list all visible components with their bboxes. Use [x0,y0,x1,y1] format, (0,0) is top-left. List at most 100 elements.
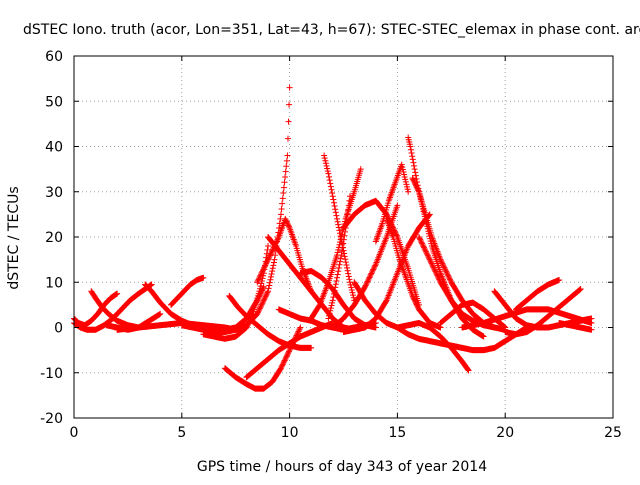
data-point [280,360,287,367]
data-point [324,165,331,172]
data-point [321,155,328,162]
data-point [440,261,447,268]
data-point [114,290,121,297]
data-point [327,305,334,312]
data-point [337,258,344,265]
data-point [326,312,333,319]
data-point [367,273,374,280]
data-point [308,344,315,351]
data-point [588,326,595,333]
data-point [416,235,423,242]
data-point [324,168,331,175]
data-point [346,276,353,283]
data-point [342,228,349,235]
data-point [282,168,289,175]
data-point [329,193,336,200]
data-point [282,356,289,363]
x-tick-label: 25 [604,425,622,441]
data-point [277,365,284,372]
data-point [335,265,342,272]
data-point [269,268,276,275]
data-point [441,265,448,272]
data-point [349,289,356,296]
data-point [259,300,266,307]
data-point [266,282,273,289]
data-point [340,236,347,243]
data-point [500,323,507,330]
data-point [444,271,451,278]
data-point [417,236,424,243]
data-point [329,190,336,197]
data-point [334,215,341,222]
data-point [350,292,357,299]
x-tick-label: 0 [70,425,79,441]
data-point [426,255,433,262]
data-point [372,262,379,269]
data-point [275,235,282,242]
data-point [260,283,267,290]
data-point [428,259,435,266]
data-point [362,282,369,289]
data-point [266,279,273,286]
data-point [260,297,267,304]
data-point [419,240,426,247]
data-point [264,246,271,253]
data-point [577,286,584,293]
data-point [265,255,272,262]
data-point [424,252,431,259]
data-point [265,243,272,250]
data-point [434,273,441,280]
data-point [279,362,286,369]
data-point [332,281,339,288]
data-point [421,244,428,251]
x-tick-label: 15 [388,425,406,441]
data-point [442,267,449,274]
series-arc-31 [437,299,509,331]
axis-ticks: 0 5 10 15 20 25 -20 -10 0 10 20 30 40 50 60 [40,49,622,441]
data-point [333,277,340,284]
data-point [281,357,288,364]
data-point [257,304,264,311]
data-point [263,290,270,297]
data-point [576,287,583,294]
data-point [326,310,333,317]
data-point [260,265,267,272]
data-point [269,265,276,272]
data-point [263,259,270,266]
data-point [256,305,263,312]
data-point [434,272,441,279]
data-point [273,237,280,244]
data-point [327,307,334,314]
data-point [259,267,266,274]
data-point [420,243,427,250]
data-point [259,268,266,275]
data-point [327,180,334,187]
data-point [445,272,452,279]
data-point [345,202,352,209]
data-point [255,276,262,283]
x-axis-label: GPS time / hours of day 343 of year 2014 [197,459,487,475]
y-tick-label: 40 [45,140,63,156]
data-point [322,160,329,167]
y-tick-label: 60 [45,49,63,65]
data-point [268,248,275,255]
data-point [431,267,438,274]
data-point [257,272,264,279]
data-point [332,209,339,216]
data-point [279,195,286,202]
data-point [282,173,289,180]
data-point [368,270,375,277]
data-point [335,246,342,253]
data-point [256,306,263,313]
data-point [296,327,303,334]
data-point [285,222,292,229]
data-point [443,268,450,275]
data-point [432,268,439,275]
data-point [261,264,268,271]
data-point [264,257,271,264]
data-point [280,189,287,196]
data-point [286,347,293,354]
data-point [429,263,436,270]
data-point [260,285,267,292]
data-point [283,157,290,164]
